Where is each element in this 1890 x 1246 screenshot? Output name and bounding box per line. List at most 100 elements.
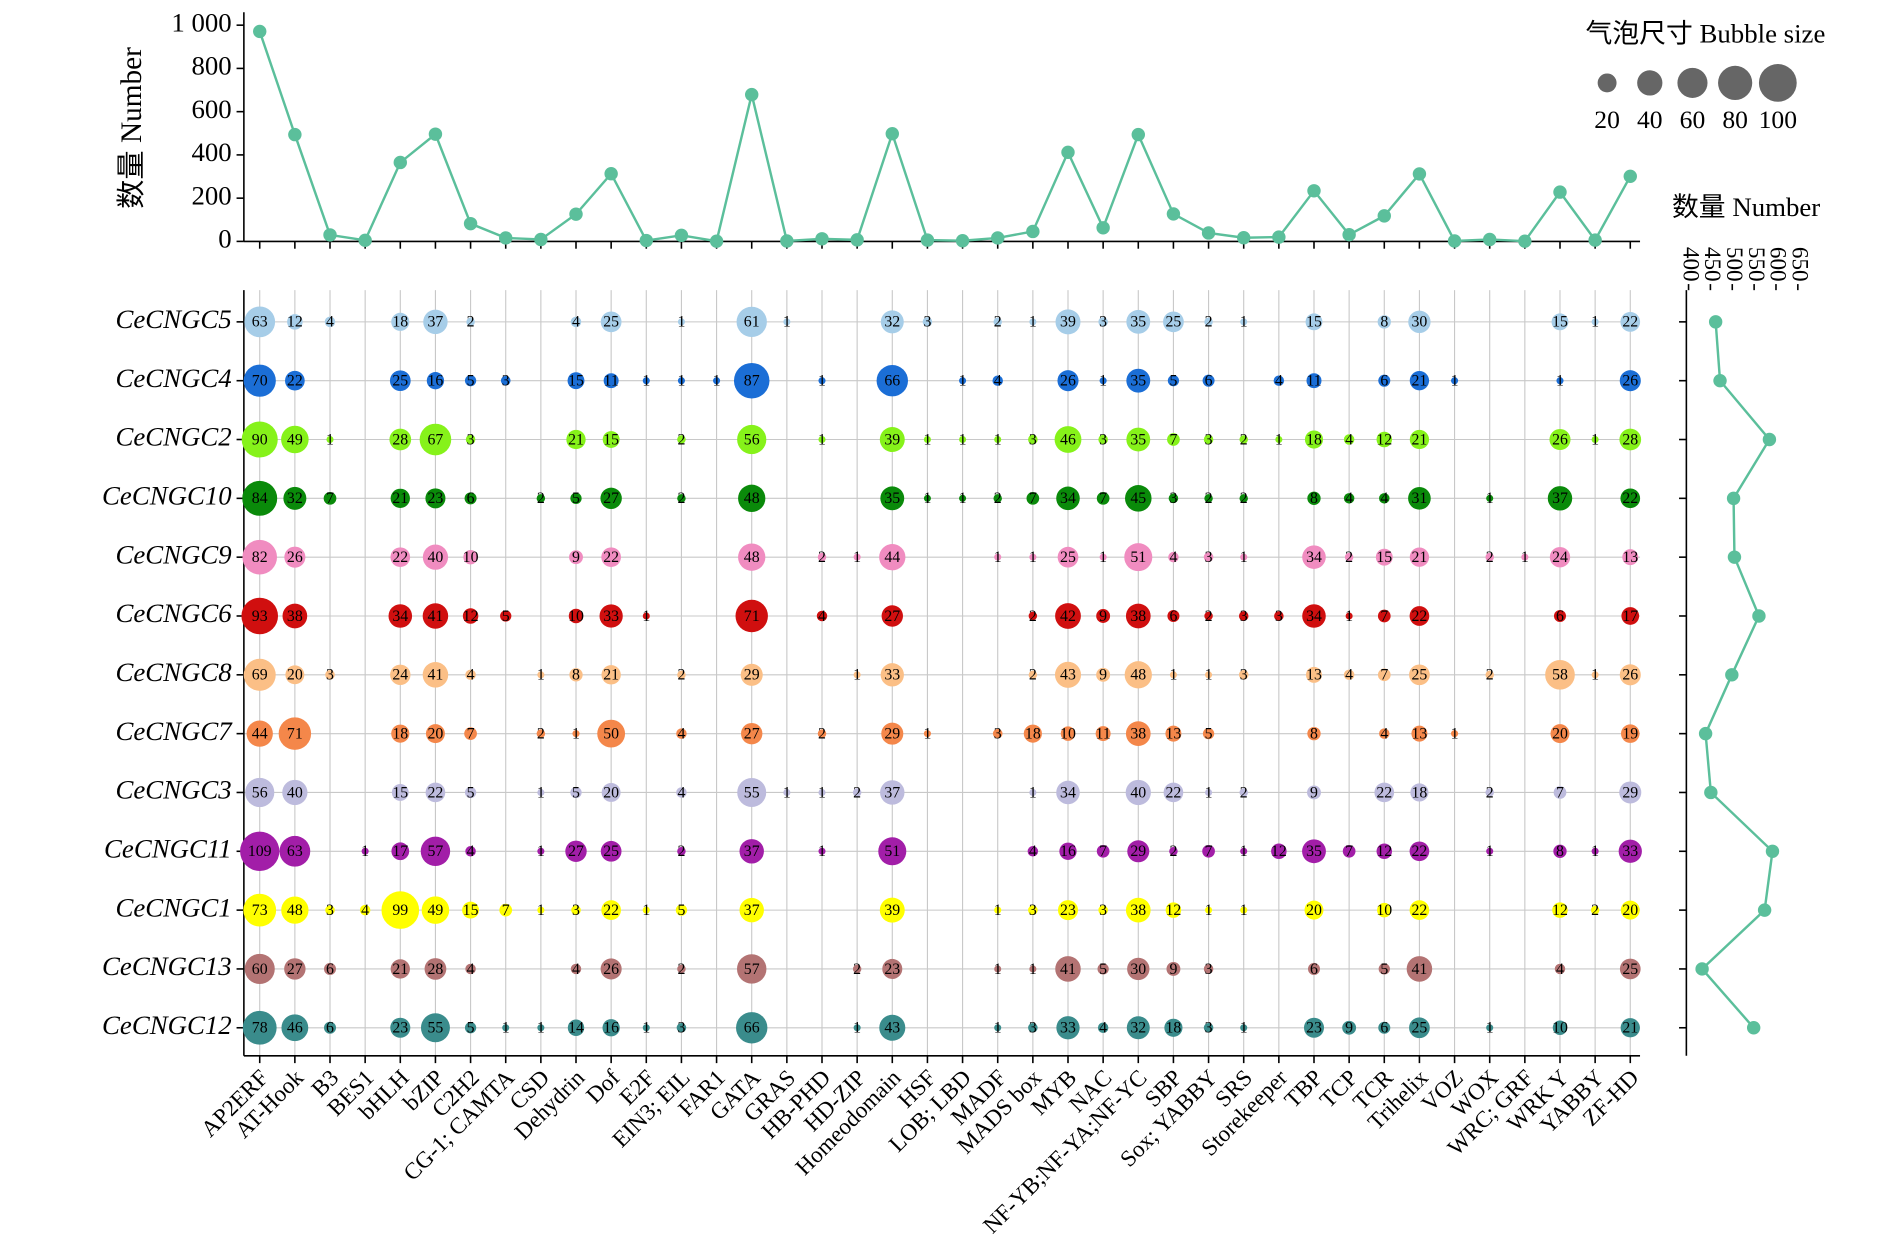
- bubble-label: 1: [994, 1020, 1002, 1037]
- bubble-label: 1: [537, 784, 545, 801]
- bubble: [244, 953, 275, 984]
- bubble: [279, 835, 311, 867]
- bubble: [600, 311, 622, 333]
- bubble: [994, 1024, 1002, 1032]
- bubble-label: 40: [428, 549, 444, 566]
- bubble-label: 3: [1169, 490, 1177, 507]
- total-point: [1695, 962, 1709, 976]
- bubble-label: 21: [392, 961, 408, 978]
- total-point: [1765, 844, 1780, 858]
- bubble-label: 2: [994, 314, 1002, 331]
- bubble-label: 5: [467, 373, 475, 390]
- bubble: [1029, 553, 1037, 561]
- bubble-label: 33: [603, 608, 619, 625]
- bubble-label: 84: [252, 490, 268, 507]
- bubble: [426, 372, 445, 390]
- bubble-label: 2: [537, 726, 545, 743]
- bubble: [1205, 906, 1213, 914]
- bubble-label: 3: [1205, 431, 1213, 448]
- bubble: [1098, 905, 1108, 915]
- bubble: [284, 958, 306, 980]
- bubble: [1202, 374, 1215, 387]
- bubble: [241, 421, 278, 458]
- bubble: [879, 544, 906, 571]
- bubble: [536, 494, 546, 503]
- bubble: [1240, 906, 1248, 914]
- bubble: [1345, 612, 1353, 620]
- bubble: [1409, 841, 1430, 862]
- bubble: [390, 547, 411, 567]
- bubble-label: 12: [1376, 843, 1392, 860]
- bubble: [994, 435, 1002, 444]
- bubble-label: 3: [1029, 1020, 1037, 1037]
- bubble-label: 42: [1060, 608, 1076, 625]
- bubble-label: 25: [1622, 961, 1638, 978]
- bubble-label: 1: [1099, 373, 1107, 390]
- bubble: [391, 312, 410, 331]
- count-point: [604, 167, 618, 181]
- bubble-label: 63: [252, 314, 268, 331]
- bubble-label: 1: [642, 902, 650, 919]
- bubble: [422, 662, 449, 688]
- bubble-label: 5: [467, 784, 475, 801]
- bubble: [601, 665, 621, 685]
- bubble: [1166, 961, 1181, 976]
- bubble-label: 4: [677, 784, 685, 801]
- bubble-label: 37: [428, 314, 444, 331]
- bubble-label: 71: [744, 608, 760, 625]
- bubble: [993, 317, 1002, 327]
- bubble-label: 66: [884, 373, 900, 390]
- bubble: [1099, 553, 1107, 561]
- bubble: [537, 906, 545, 914]
- bubble-label: 2: [537, 490, 545, 507]
- bubble: [1275, 435, 1283, 444]
- bubble-label: 7: [1205, 843, 1213, 860]
- bubble-label: 2: [853, 961, 861, 978]
- bubble-label: 18: [1412, 784, 1428, 801]
- bubble-label: 5: [1099, 961, 1107, 978]
- bubble: [537, 788, 545, 797]
- bubble-label: 34: [1060, 784, 1076, 801]
- bubble: [423, 309, 448, 335]
- bubble: [1376, 843, 1393, 860]
- count-point: [920, 233, 935, 247]
- bubble-label: 1: [677, 373, 685, 390]
- bubble-label: 26: [1622, 373, 1638, 390]
- bubble-label: 6: [1556, 608, 1564, 625]
- bubble: [677, 964, 686, 974]
- bubble: [464, 375, 477, 387]
- bubble: [391, 784, 409, 801]
- bubble-label: 67: [428, 431, 444, 448]
- total-point: [1752, 609, 1766, 623]
- bubble: [571, 905, 581, 915]
- count-point: [955, 234, 970, 248]
- count-point: [639, 233, 653, 248]
- bubble: [818, 788, 826, 797]
- bubble-label: 14: [568, 1020, 584, 1037]
- count-point: [1588, 233, 1602, 247]
- bubble-label: 8: [1556, 843, 1564, 860]
- bubble-label: 38: [1130, 726, 1146, 743]
- bubble: [879, 427, 905, 453]
- bubble: [1096, 491, 1110, 505]
- y-tick-label: 1 000: [171, 7, 231, 37]
- count-point: [1553, 185, 1567, 199]
- bubble-label: 12: [1376, 431, 1392, 448]
- bubble-label: 4: [818, 608, 826, 625]
- bubble-label: 7: [1099, 843, 1107, 860]
- bubble-label: 3: [572, 902, 580, 919]
- bubble-label: 37: [744, 902, 760, 919]
- bubble: [1375, 548, 1393, 566]
- bubble: [1406, 956, 1433, 982]
- bubble: [642, 1024, 650, 1032]
- count-point: [850, 233, 864, 247]
- bubble: [1096, 609, 1111, 623]
- bubble-label: 1: [994, 902, 1002, 919]
- total-point: [1726, 491, 1741, 506]
- bubble: [1056, 486, 1080, 511]
- bubble-label: 15: [568, 373, 584, 390]
- bubble-label: 3: [1099, 314, 1107, 331]
- bubble-label: 27: [744, 726, 760, 743]
- count-point: [463, 216, 478, 231]
